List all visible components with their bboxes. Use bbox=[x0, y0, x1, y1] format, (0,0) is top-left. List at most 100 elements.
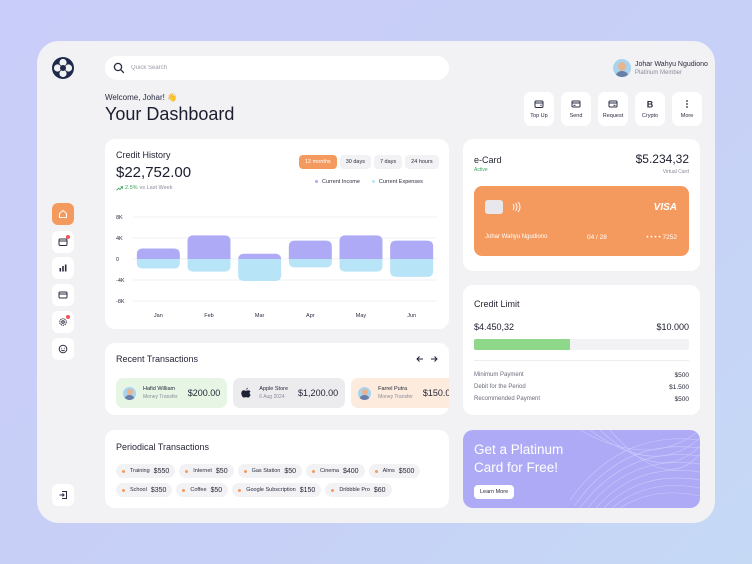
logout-button[interactable] bbox=[52, 484, 74, 506]
payment-label: Debit for the Period bbox=[474, 384, 526, 390]
periodical-chip[interactable]: Cinema $400 bbox=[306, 464, 365, 478]
credit-progress-fill bbox=[474, 339, 570, 350]
transaction-item[interactable]: Apple Store 6 Aug 2024 $1,200.00 bbox=[233, 378, 346, 408]
income-bar bbox=[390, 240, 434, 259]
svg-text:B: B bbox=[647, 100, 654, 110]
periodical-chip[interactable]: Coffee $50 bbox=[176, 483, 229, 497]
card-expiry: 04 / 28 bbox=[587, 234, 607, 241]
user-profile[interactable]: Johar Wahyu Ngudiono Platinum Member bbox=[613, 59, 708, 77]
sidebar-item-wallet[interactable] bbox=[52, 231, 74, 253]
y-tick-label: 0 bbox=[116, 257, 119, 263]
wallet-icon bbox=[58, 238, 68, 246]
sidebar-item-analytics[interactable] bbox=[52, 257, 74, 279]
promo-line-1: Get a Platinum bbox=[474, 442, 564, 457]
expense-bar bbox=[238, 259, 282, 282]
app-logo[interactable] bbox=[52, 57, 74, 79]
transaction-sub: Money Transfer bbox=[143, 394, 178, 400]
tab-30-days[interactable]: 30 days bbox=[339, 155, 371, 169]
transaction-amount: $1,200.00 bbox=[298, 388, 339, 398]
periodical-chip[interactable]: Training $550 bbox=[116, 464, 176, 478]
recent-transactions-title: Recent Transactions bbox=[116, 354, 199, 364]
x-tick-label: Jun bbox=[407, 313, 416, 319]
credit-history-card: Credit History $22,752.00 2.5% vs Last W… bbox=[105, 139, 449, 329]
request-button[interactable]: Request bbox=[598, 92, 628, 126]
sidebar-item-settings[interactable] bbox=[52, 311, 74, 333]
periodical-transactions-card: Periodical Transactions Training $550 Int… bbox=[105, 430, 449, 508]
payment-row: Recommended Payment $500 bbox=[474, 396, 689, 403]
send-button[interactable]: Send bbox=[561, 92, 591, 126]
chip-label: Dribbble Pro bbox=[339, 487, 370, 493]
transaction-name: Hafid William bbox=[143, 386, 176, 392]
transaction-list: Hafid William Money Transfer $200.00 App… bbox=[116, 378, 449, 408]
learn-more-button[interactable]: Learn More bbox=[474, 485, 515, 499]
visa-logo: VISA bbox=[653, 202, 677, 213]
transaction-name: Apple Store bbox=[259, 386, 289, 392]
y-tick-label: -8K bbox=[116, 299, 125, 305]
more-vertical-icon bbox=[686, 100, 688, 108]
periodical-chip[interactable]: Dribbble Pro $60 bbox=[325, 483, 392, 497]
crypto-button[interactable]: B Crypto bbox=[635, 92, 665, 126]
sidebar-item-home[interactable] bbox=[52, 203, 74, 225]
payment-value: $500 bbox=[674, 372, 689, 379]
logout-icon bbox=[59, 491, 67, 499]
chip-label: Training bbox=[130, 468, 150, 474]
welcome-text: Welcome, Johar! 👋 bbox=[105, 93, 178, 102]
user-name: Johar Wahyu Ngudiono bbox=[635, 60, 708, 68]
sidebar-item-support[interactable] bbox=[52, 338, 74, 360]
platinum-promo-card: Get a Platinum Card for Free! Learn More bbox=[463, 430, 700, 508]
chip-amount: $50 bbox=[210, 486, 223, 494]
periodical-chip[interactable]: School $350 bbox=[116, 483, 173, 497]
arrow-right-icon[interactable] bbox=[430, 355, 438, 363]
time-range-tabs: 12 months 30 days 7 days 24 hours bbox=[299, 155, 439, 169]
chip-label: School bbox=[130, 487, 147, 493]
search-bar[interactable] bbox=[105, 56, 449, 80]
transaction-item[interactable]: Hafid William Money Transfer $200.00 bbox=[116, 378, 228, 408]
periodical-title: Periodical Transactions bbox=[116, 442, 210, 452]
periodical-chip[interactable]: Gas Station $50 bbox=[237, 464, 303, 478]
periodical-list: Training $550 Internet $50 Gas Station $50 … bbox=[116, 464, 436, 497]
chip-label: Cinema bbox=[320, 468, 339, 474]
search-input[interactable] bbox=[131, 65, 411, 71]
notification-dot bbox=[66, 235, 70, 239]
payment-row: Minimum Payment $500 bbox=[474, 372, 689, 379]
expense-bar bbox=[187, 259, 231, 272]
card-chip-icon bbox=[485, 200, 503, 214]
chart-legend: Current Income Current Expenses bbox=[315, 179, 423, 185]
expense-bar bbox=[339, 259, 383, 272]
arrow-left-icon[interactable] bbox=[416, 355, 424, 363]
sidebar-item-cards[interactable] bbox=[52, 284, 74, 306]
transaction-item[interactable]: Farrel Putra Money Transfer $150.00 bbox=[351, 378, 449, 408]
chip-amount: $400 bbox=[342, 467, 359, 475]
periodical-chip[interactable]: Google Subscription $150 bbox=[232, 483, 322, 497]
tab-12-months[interactable]: 12 months bbox=[299, 155, 337, 169]
card-request-icon bbox=[608, 100, 618, 108]
ecard-panel: e-Card Active $5.234,32 Virtual Card VIS… bbox=[463, 139, 700, 271]
payment-value: $500 bbox=[674, 396, 689, 403]
credit-limit-title: Credit Limit bbox=[474, 299, 520, 309]
y-tick-label: 8K bbox=[116, 215, 123, 221]
card-number: • • • • 7252 bbox=[646, 234, 677, 241]
card-send-icon bbox=[571, 100, 581, 108]
crypto-label: Crypto bbox=[641, 113, 659, 119]
ecard-title: e-Card bbox=[474, 155, 502, 165]
periodical-chip[interactable]: Alms $500 bbox=[368, 464, 421, 478]
periodical-chip[interactable]: Internet $50 bbox=[179, 464, 234, 478]
credit-card-icon bbox=[58, 291, 68, 299]
chip-amount: $150 bbox=[299, 486, 316, 494]
more-button[interactable]: More bbox=[672, 92, 702, 126]
top-up-label: Top Up bbox=[530, 113, 548, 119]
y-tick-label: 4K bbox=[116, 236, 123, 242]
credit-max: $10.000 bbox=[656, 322, 689, 332]
contactless-icon bbox=[512, 201, 521, 213]
user-role: Platinum Member bbox=[635, 69, 683, 76]
payment-label: Recommended Payment bbox=[474, 396, 541, 402]
legend-expenses-label: Current Expenses bbox=[378, 179, 423, 185]
virtual-card[interactable]: VISA Johar Wahyu Ngudiono 04 / 28 • • • … bbox=[474, 186, 689, 256]
send-label: Send bbox=[569, 113, 583, 119]
top-up-button[interactable]: Top Up bbox=[524, 92, 554, 126]
tab-7-days[interactable]: 7 days bbox=[373, 155, 403, 169]
dashboard-window: Johar Wahyu Ngudiono Platinum Member Wel… bbox=[37, 41, 715, 523]
change-indicator: 2.5% vs Last Week bbox=[116, 185, 191, 191]
tab-24-hours[interactable]: 24 hours bbox=[405, 155, 439, 169]
x-tick-label: Mar bbox=[255, 313, 265, 319]
